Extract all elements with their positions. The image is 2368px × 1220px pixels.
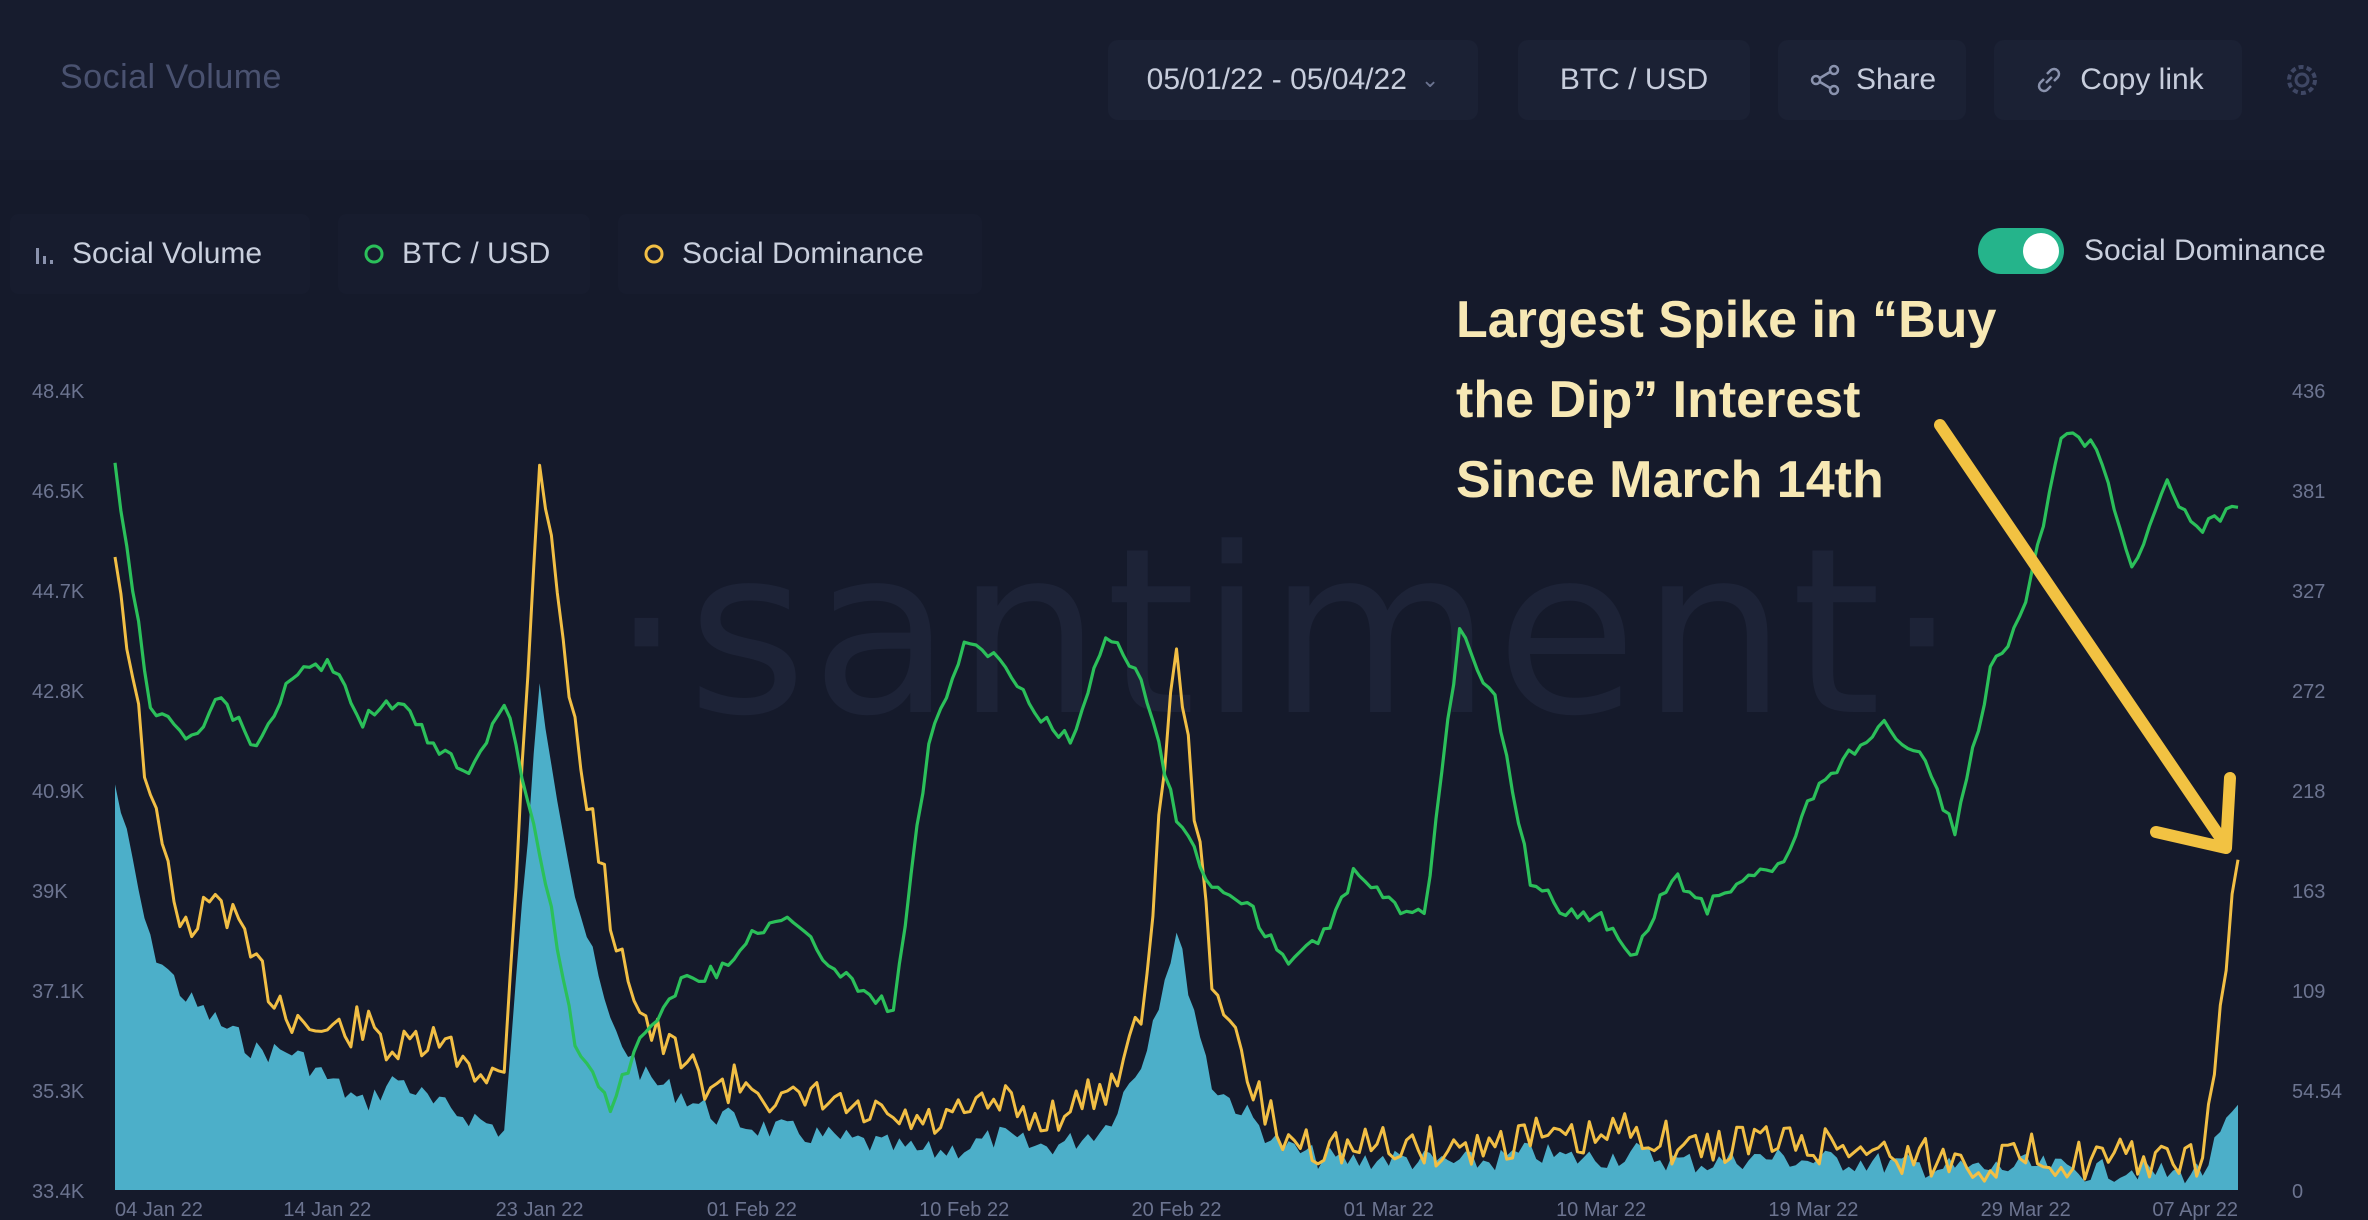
left-axis-tick: 37.1K <box>32 981 85 1003</box>
x-axis-tick: 10 Mar 22 <box>1556 1199 1646 1220</box>
right-axis-tick: 381 <box>2292 481 2325 503</box>
date-range-select[interactable]: 05/01/22 - 05/04/22 ⌄ <box>1108 40 1478 120</box>
legend-bar: Social Volume BTC / USD Social Dominance <box>0 214 2368 294</box>
circle-marker-icon <box>364 244 384 264</box>
annotation-arrow-head <box>2150 772 2236 854</box>
left-axis-tick: 35.3K <box>32 1081 85 1103</box>
x-axis-tick: 01 Mar 22 <box>1344 1199 1434 1220</box>
watermark: ·santiment· <box>610 500 1963 767</box>
x-axis-tick: 23 Jan 22 <box>496 1199 584 1220</box>
right-axis-tick: 436 <box>2292 381 2325 403</box>
legend-social-volume-label: Social Volume <box>72 237 263 270</box>
annotation-text: Largest Spike in “Buy the Dip” Interest … <box>1456 280 2016 520</box>
toggle-knob <box>2023 233 2059 269</box>
share-icon <box>1810 64 1840 96</box>
page-title: Social Volume <box>60 58 282 96</box>
gear-icon[interactable] <box>2280 58 2324 102</box>
x-axis-tick: 04 Jan 22 <box>115 1199 203 1220</box>
legend-btc-usd-label: BTC / USD <box>402 237 551 270</box>
x-axis-tick: 07 Apr 22 <box>2152 1199 2238 1220</box>
legend-social-volume[interactable]: Social Volume <box>10 214 310 294</box>
x-axis-tick: 10 Feb 22 <box>919 1199 1009 1220</box>
right-axis-tick: 54.54 <box>2292 1081 2342 1103</box>
pair-value: BTC / USD <box>1559 63 1709 96</box>
x-axis-tick: 19 Mar 22 <box>1768 1199 1858 1220</box>
share-button[interactable]: Share <box>1778 40 1966 120</box>
x-axis-tick: 01 Feb 22 <box>707 1199 797 1220</box>
social-dominance-toggle-group: Social Dominance <box>1978 228 2326 274</box>
copy-link-button[interactable]: Copy link <box>1994 40 2242 120</box>
annotation-line-2: the Dip” Interest <box>1456 371 1861 429</box>
left-axis-tick: 42.8K <box>32 681 85 703</box>
annotation-line-3: Since March 14th <box>1456 451 1884 509</box>
chart: 33.4K 35.3K 37.1K 39K 40.9K 42.8K 44.7K 46.5K 48… <box>32 381 2342 1220</box>
x-axis-tick: 29 Mar 22 <box>1981 1199 2071 1220</box>
right-axis-tick: 109 <box>2292 981 2325 1003</box>
copy-link-label: Copy link <box>2080 63 2204 96</box>
social-volume-area <box>115 683 2238 1190</box>
left-axis-tick: 48.4K <box>32 381 85 403</box>
circle-marker-icon <box>644 244 664 264</box>
social-dominance-line <box>113 463 2240 1183</box>
chevron-down-icon: ⌄ <box>1420 67 1440 92</box>
annotation-line-1: Largest Spike in “Buy <box>1456 291 1997 349</box>
x-axis-tick: 14 Jan 22 <box>283 1199 371 1220</box>
right-axis-tick: 272 <box>2292 681 2325 703</box>
annotation-arrow-shaft <box>1934 419 2228 846</box>
right-axis-tick: 218 <box>2292 781 2325 803</box>
toggle-label: Social Dominance <box>2084 234 2326 267</box>
right-axis-tick: 163 <box>2292 881 2325 903</box>
pair-select[interactable]: BTC / USD <box>1518 40 1750 120</box>
link-icon <box>2038 67 2061 93</box>
left-axis-tick: 46.5K <box>32 481 85 503</box>
left-axis-tick: 33.4K <box>32 1181 85 1203</box>
right-axis-tick: 0 <box>2292 1181 2303 1203</box>
left-axis-tick: 44.7K <box>32 581 85 603</box>
social-dominance-toggle[interactable] <box>1978 228 2064 274</box>
legend-social-dominance-label: Social Dominance <box>682 237 924 270</box>
left-axis-tick: 40.9K <box>32 781 85 803</box>
bar-chart-icon <box>36 248 53 264</box>
x-axis-tick: 20 Feb 22 <box>1131 1199 1221 1220</box>
btc-usd-line <box>113 431 2239 1114</box>
date-range-value: 05/01/22 - 05/04/22 <box>1146 63 1407 96</box>
right-axis-tick: 327 <box>2292 581 2325 603</box>
legend-btc-usd[interactable]: BTC / USD <box>338 214 590 294</box>
share-label: Share <box>1855 63 1937 96</box>
left-axis-tick: 39K <box>32 881 68 903</box>
legend-social-dominance[interactable]: Social Dominance <box>618 214 982 294</box>
